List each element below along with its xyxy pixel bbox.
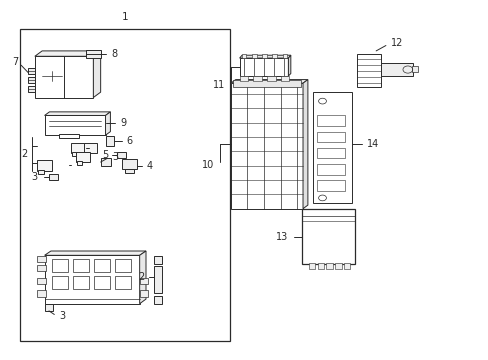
Bar	[52, 276, 68, 289]
Bar	[154, 256, 161, 264]
Polygon shape	[44, 112, 110, 116]
Bar	[317, 263, 324, 269]
Polygon shape	[303, 80, 307, 209]
Bar	[140, 290, 148, 297]
Bar	[71, 143, 85, 153]
Bar	[316, 116, 344, 126]
Text: 10: 10	[202, 159, 214, 170]
Bar	[140, 278, 148, 284]
Bar	[94, 276, 110, 289]
Bar	[241, 54, 246, 58]
Bar	[37, 265, 46, 271]
Text: 2: 2	[21, 149, 27, 159]
Bar	[124, 168, 134, 173]
Bar	[44, 305, 53, 311]
Bar	[316, 180, 344, 191]
Bar	[326, 263, 332, 269]
Bar	[73, 276, 89, 289]
Bar	[117, 152, 126, 158]
Text: 6: 6	[126, 136, 132, 146]
Bar	[239, 76, 248, 81]
Bar	[262, 54, 266, 58]
Bar	[28, 86, 35, 92]
Bar	[52, 258, 68, 272]
Polygon shape	[140, 251, 146, 304]
Bar	[73, 258, 89, 272]
Polygon shape	[44, 251, 146, 255]
Bar	[232, 80, 301, 87]
Polygon shape	[35, 56, 93, 98]
Text: 4: 4	[147, 161, 153, 171]
Bar	[37, 290, 46, 297]
Polygon shape	[44, 255, 140, 304]
Bar	[266, 76, 275, 81]
Text: 5: 5	[102, 150, 108, 160]
Text: 7: 7	[12, 57, 19, 67]
Bar	[94, 258, 110, 272]
Bar	[101, 158, 111, 166]
Text: 8: 8	[112, 49, 118, 59]
Polygon shape	[105, 112, 110, 135]
Text: 13: 13	[276, 232, 288, 242]
Text: 12: 12	[390, 38, 402, 48]
Polygon shape	[35, 51, 101, 56]
Text: 3: 3	[59, 311, 65, 321]
Bar	[28, 68, 35, 74]
Bar	[316, 164, 344, 175]
Bar	[38, 170, 44, 174]
Text: 9: 9	[121, 118, 126, 128]
Text: 11: 11	[212, 80, 224, 90]
Bar	[83, 143, 97, 153]
Bar	[282, 54, 287, 58]
Text: 1: 1	[122, 12, 128, 22]
Bar	[280, 76, 289, 81]
Polygon shape	[239, 58, 288, 76]
Bar	[253, 76, 262, 81]
Bar	[316, 148, 344, 158]
Text: 14: 14	[366, 139, 379, 149]
Bar	[76, 152, 90, 162]
Bar	[37, 160, 52, 171]
Bar	[72, 152, 77, 156]
Bar	[154, 266, 161, 293]
Bar	[272, 54, 277, 58]
Polygon shape	[288, 55, 290, 76]
Polygon shape	[230, 80, 307, 83]
Bar	[334, 263, 341, 269]
Bar	[115, 276, 131, 289]
Bar	[122, 159, 137, 169]
Bar	[28, 77, 35, 83]
Bar	[59, 134, 79, 138]
Bar	[154, 296, 161, 304]
Text: 3: 3	[31, 172, 37, 182]
Bar	[356, 54, 380, 87]
Bar	[20, 30, 229, 341]
Bar	[308, 263, 315, 269]
Bar	[105, 136, 114, 146]
Bar	[302, 209, 354, 264]
Bar	[86, 50, 101, 58]
Bar	[37, 256, 46, 262]
Bar	[115, 258, 131, 272]
Bar	[312, 92, 351, 203]
Polygon shape	[230, 83, 303, 209]
Text: 3: 3	[112, 152, 118, 162]
Polygon shape	[44, 116, 105, 135]
Bar	[316, 132, 344, 142]
Bar	[37, 278, 46, 284]
Bar	[251, 54, 256, 58]
Polygon shape	[239, 55, 290, 58]
Bar	[77, 161, 82, 165]
Bar	[343, 263, 349, 269]
Bar	[380, 63, 412, 76]
Bar	[49, 174, 58, 180]
Bar	[411, 66, 417, 72]
Bar	[84, 152, 89, 156]
Polygon shape	[93, 51, 101, 98]
Text: 2: 2	[138, 272, 144, 282]
